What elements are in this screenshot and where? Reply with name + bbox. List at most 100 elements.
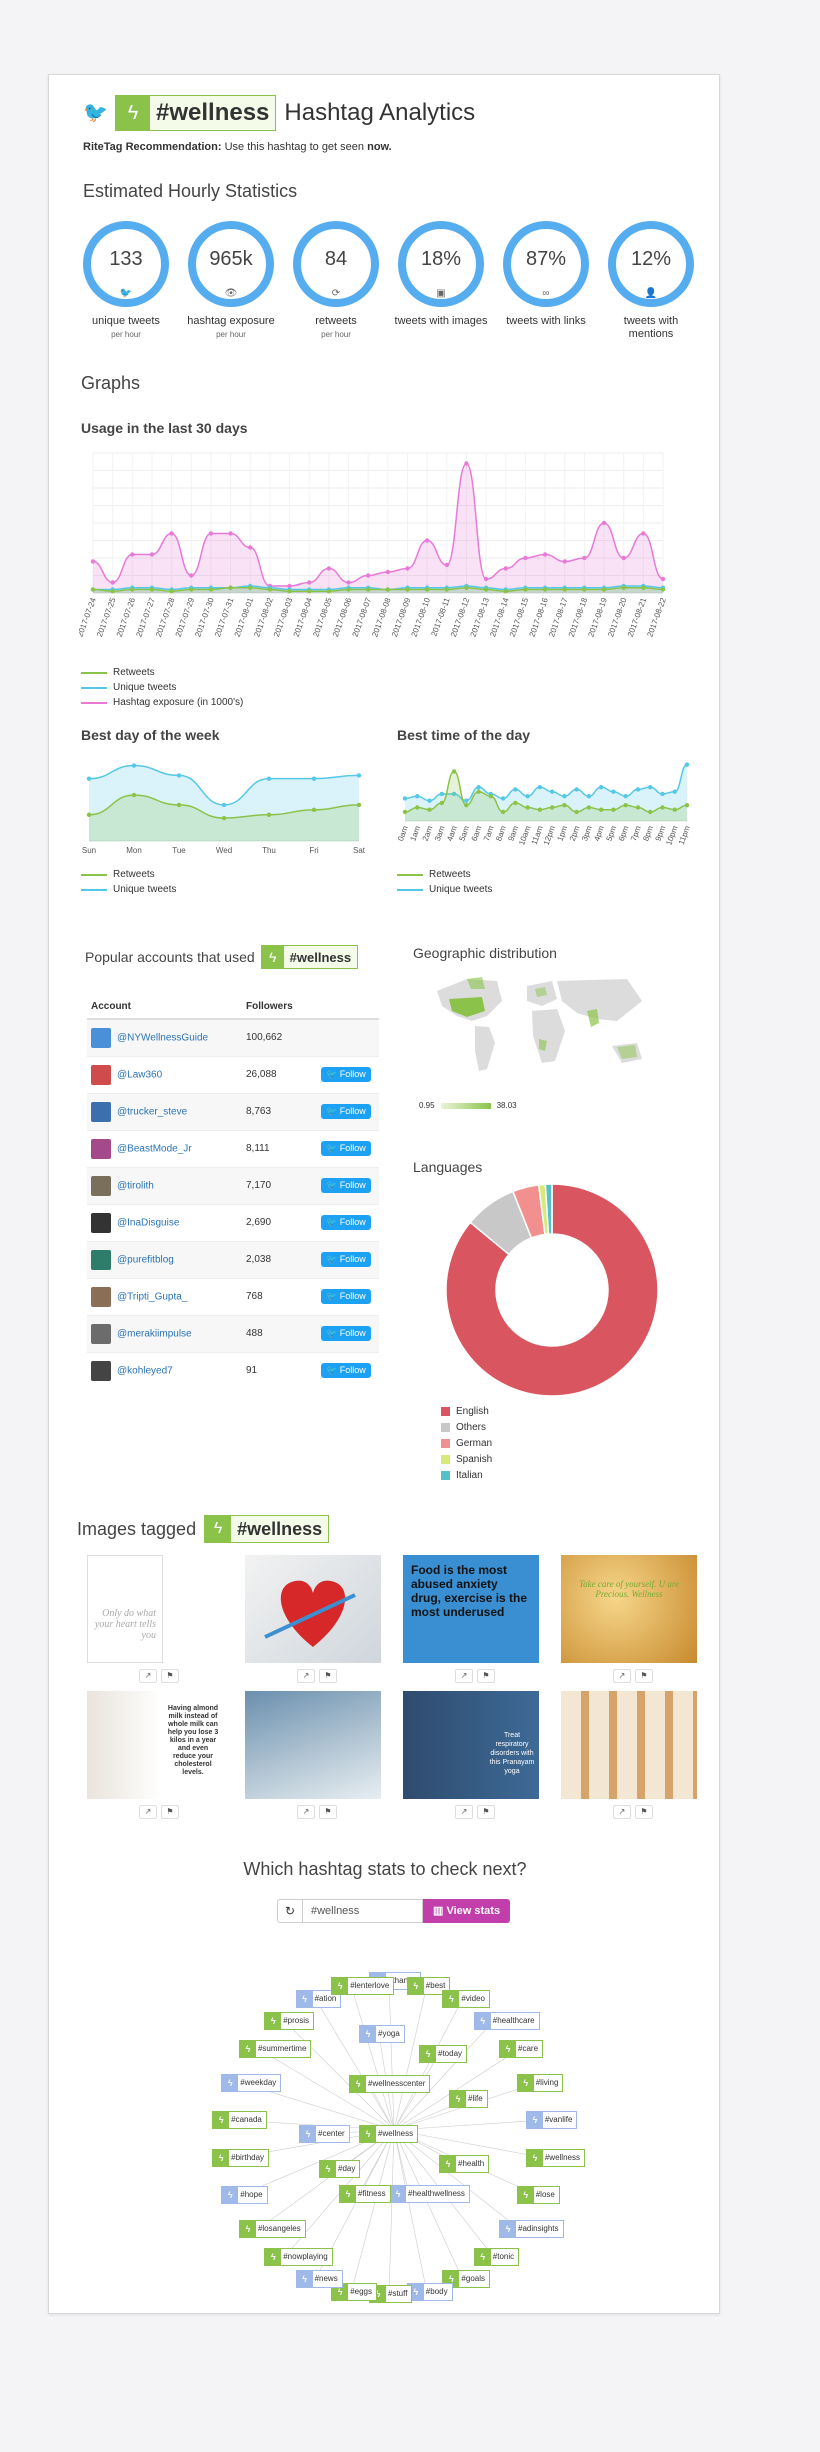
hashtag-node[interactable]: ϟ #eggs (331, 2283, 377, 2302)
tagged-image-5[interactable]: Having almond milk instead of whole milk… (87, 1691, 223, 1799)
account-link[interactable]: @InaDisguise (117, 1217, 180, 1229)
follow-button[interactable]: 🐦 Follow (321, 1289, 371, 1304)
hashtag-node[interactable]: ϟ #wellness (525, 2149, 585, 2168)
flag-icon[interactable]: ⚑ (319, 1669, 337, 1683)
flag-icon[interactable]: ⚑ (161, 1805, 179, 1819)
hashtag-node[interactable]: ϟ #lose (516, 2186, 560, 2205)
language-legend-item: English (441, 1403, 492, 1419)
tagged-image-8[interactable] (561, 1691, 697, 1799)
hashtag-node[interactable]: ϟ #prosis (264, 2011, 315, 2030)
hashtag-node[interactable]: ϟ #vanlife (525, 2110, 578, 2129)
hashtag-node[interactable]: ϟ #center (299, 2125, 350, 2143)
hashtag-text: #wellness (289, 949, 352, 965)
follow-button[interactable]: 🐦 Follow (321, 1215, 371, 1230)
account-link[interactable]: @tirolith (117, 1180, 154, 1192)
account-link[interactable]: @kohleyed7 (117, 1365, 173, 1377)
hashtag-node[interactable]: ϟ #weekday (221, 2073, 282, 2092)
hashtag-node[interactable]: ϟ #ation (295, 1990, 342, 2009)
hashtag-node[interactable]: ϟ #health (439, 2155, 490, 2173)
flag-icon[interactable]: ⚑ (635, 1805, 653, 1819)
hashtag-node[interactable]: ϟ #summertime (238, 2040, 312, 2059)
open-external-icon[interactable]: ↗ (139, 1805, 157, 1819)
open-external-icon[interactable]: ↗ (613, 1805, 631, 1819)
hashtag-node[interactable]: ϟ #today (419, 2045, 468, 2063)
flag-icon[interactable]: ⚑ (161, 1669, 179, 1683)
open-external-icon[interactable]: ↗ (139, 1669, 157, 1683)
hashtag-input[interactable]: #wellness (303, 1899, 423, 1923)
account-link[interactable]: @Law360 (117, 1069, 163, 1081)
geo-max: 38.03 (496, 1101, 517, 1110)
data-point (427, 798, 432, 803)
open-external-icon[interactable]: ↗ (297, 1805, 315, 1819)
follow-button[interactable]: 🐦 Follow (321, 1104, 371, 1119)
data-point (648, 809, 653, 815)
follow-button[interactable]: 🐦 Follow (321, 1067, 371, 1082)
account-link[interactable]: @purefitblog (117, 1254, 174, 1266)
hashtag-node[interactable]: ϟ #day (319, 2160, 361, 2178)
avatar (91, 1138, 111, 1159)
account-cell: @BeastMode_Jr (87, 1129, 242, 1167)
hashtag-node[interactable]: ϟ #healthwellness (389, 2185, 470, 2203)
data-point (110, 580, 115, 585)
open-external-icon[interactable]: ↗ (455, 1805, 473, 1819)
lightning-icon: ϟ (222, 2074, 239, 2091)
tagged-image-7[interactable]: Treat respiratory disorders with this Pr… (403, 1691, 539, 1799)
hashtag-node[interactable]: ϟ #hope (221, 2186, 268, 2205)
tagged-image-4[interactable]: Take care of yourself. U are Precious. W… (561, 1555, 697, 1663)
tick-label: 2017-07-29 (174, 596, 197, 638)
flag-icon[interactable]: ⚑ (635, 1669, 653, 1683)
account-link[interactable]: @BeastMode_Jr (117, 1143, 192, 1155)
hashtag-node[interactable]: ϟ #yoga (359, 2025, 405, 2043)
open-external-icon[interactable]: ↗ (613, 1669, 631, 1683)
hashtag-node[interactable]: ϟ #best (406, 1976, 451, 1995)
hashtag-node[interactable]: ϟ #living (516, 2073, 564, 2092)
hashtag-node[interactable]: ϟ #birthday (212, 2149, 270, 2168)
hashtag-node[interactable]: ϟ #adinsights (499, 2219, 564, 2238)
data-point (537, 807, 543, 812)
tagged-image-2[interactable] (245, 1555, 381, 1663)
image-actions: ↗ ⚑ (297, 1669, 337, 1683)
hashtag-node[interactable]: ϟ #wellnesscenter (349, 2075, 431, 2093)
lightning-icon: ϟ (239, 2220, 256, 2237)
hashtag-node[interactable]: ϟ #nowplaying (264, 2248, 333, 2267)
open-external-icon[interactable]: ↗ (455, 1669, 473, 1683)
flag-icon[interactable]: ⚑ (319, 1805, 337, 1819)
hashtag-node[interactable]: ϟ #life (449, 2090, 488, 2108)
account-link[interactable]: @merakiimpulse (117, 1328, 192, 1340)
follow-button[interactable]: 🐦 Follow (321, 1141, 371, 1156)
account-link[interactable]: @Tripti_Gupta_ (117, 1291, 188, 1303)
flag-icon[interactable]: ⚑ (477, 1805, 495, 1819)
data-point (415, 805, 420, 810)
follow-button[interactable]: 🐦 Follow (321, 1326, 371, 1341)
data-point (287, 589, 292, 594)
hashtag-node[interactable]: ϟ #video (442, 1990, 490, 2009)
hashtag-node[interactable]: ϟ #healthcare (473, 2011, 540, 2030)
hashtag-node[interactable]: ϟ #canada (212, 2110, 267, 2129)
follow-button[interactable]: 🐦 Follow (321, 1363, 371, 1379)
data-point (208, 587, 214, 592)
data-point (660, 791, 665, 797)
tagged-image-6[interactable] (245, 1691, 381, 1799)
hashtag-node[interactable]: ϟ #care (499, 2040, 544, 2059)
follow-button[interactable]: 🐦 Follow (321, 1178, 371, 1193)
hashtag-node[interactable]: ϟ #wellness (359, 2125, 419, 2143)
hashtag-node[interactable]: ϟ #news (295, 2269, 343, 2288)
account-link[interactable]: @NYWellnessGuide (117, 1032, 209, 1044)
network-edge (315, 1998, 395, 2131)
account-link[interactable]: @trucker_steve (117, 1106, 188, 1118)
view-stats-button[interactable]: ▥ View stats (423, 1899, 511, 1923)
hashtag-node[interactable]: ϟ #tonic (473, 2248, 520, 2267)
follow-button[interactable]: 🐦 Follow (321, 1252, 371, 1267)
tagged-image-3[interactable]: Food is the most abused anxiety drug, ex… (403, 1555, 539, 1663)
hashtag-node[interactable]: ϟ #body (406, 2283, 453, 2302)
open-external-icon[interactable]: ↗ (297, 1669, 315, 1683)
hashtag-node[interactable]: ϟ #goals (442, 2269, 490, 2288)
data-point (562, 587, 567, 592)
hashtag-node[interactable]: ϟ #losangeles (238, 2219, 306, 2238)
hashtag-node[interactable]: ϟ #fitness (339, 2185, 391, 2203)
flag-icon[interactable]: ⚑ (477, 1669, 495, 1683)
hashtag-node[interactable]: ϟ #lenterlove (331, 1976, 395, 1995)
tagged-image-1[interactable]: Only do what your heart tells you (87, 1555, 163, 1663)
account-row: @merakiimpulse 488 🐦 Follow (87, 1314, 379, 1352)
reset-button[interactable]: ↻ (277, 1899, 303, 1923)
